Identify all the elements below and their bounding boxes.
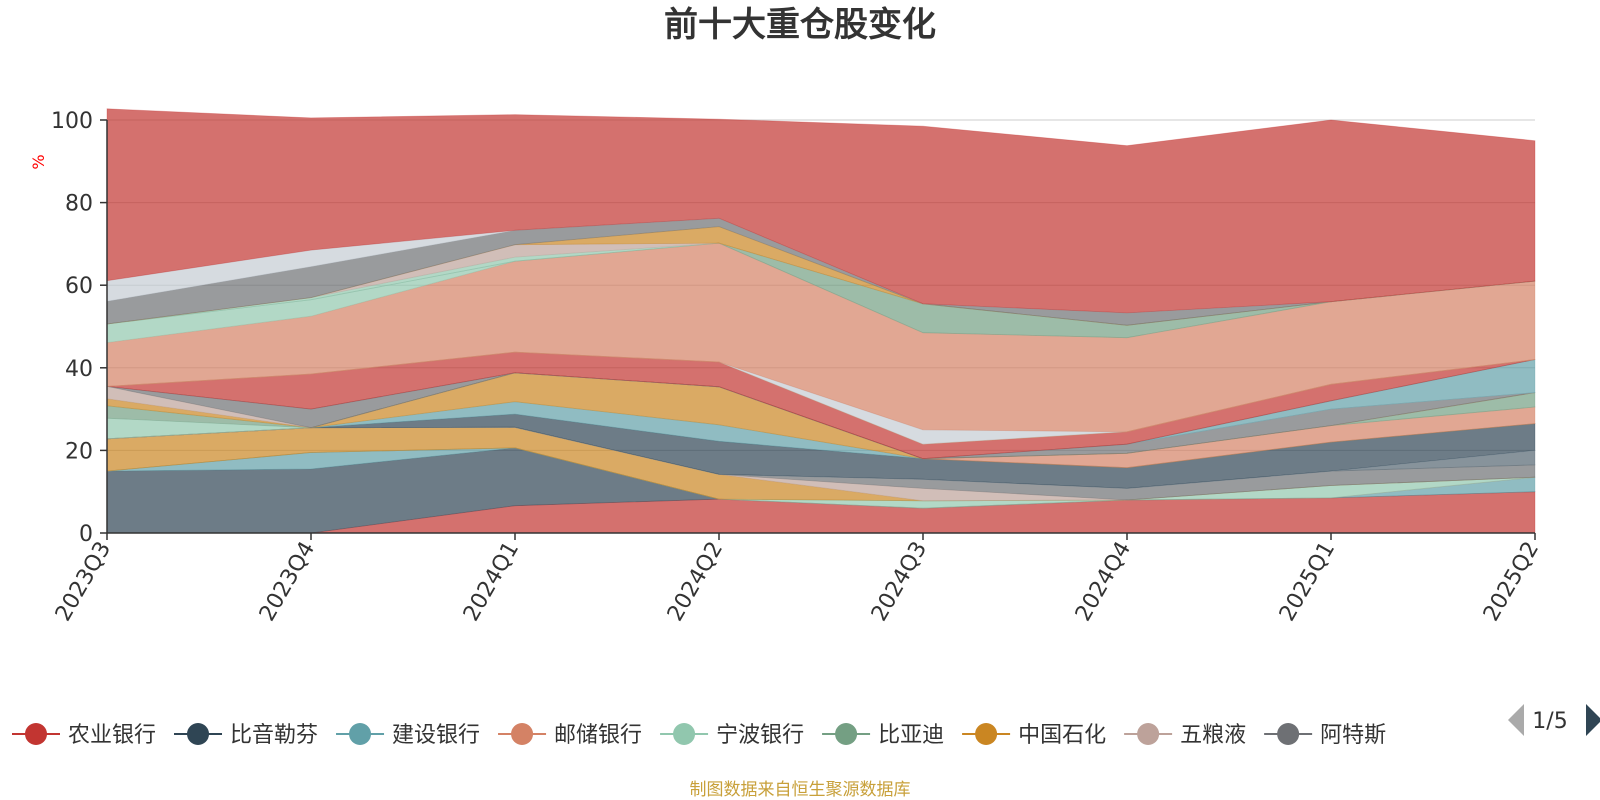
area-series-18[interactable]: 比亚迪B	[106, 372, 1536, 460]
legend-marker	[1277, 723, 1300, 745]
legend-label: 农业银行	[68, 723, 156, 748]
legend-marker	[25, 723, 47, 745]
legend-item[interactable]: 阿特斯	[1264, 723, 1386, 748]
x-tick-label: 2025Q1	[1275, 538, 1340, 626]
legend-pager: 1/5	[1508, 704, 1600, 736]
x-axis-ticks: 2023Q3 2023Q4 2024Q1 2024Q2 2024Q3 2024Q4 2025…	[51, 533, 1544, 626]
legend-item[interactable]: 比音勒芬	[174, 723, 318, 748]
area-series-9[interactable]: 阿特斯	[106, 426, 1536, 501]
legend-prev-page-icon[interactable]	[1508, 704, 1524, 736]
legend-label: 阿特斯	[1320, 723, 1386, 748]
area-series: 农业银行比音勒芬建设银行邮储银行宁波银行比亚迪中国石化五粮液阿特斯宁德时代工商银…	[106, 108, 1536, 534]
legend-item[interactable]: 比亚迪	[822, 723, 944, 748]
legend-label: 邮储银行	[554, 723, 642, 748]
legend-label: 比亚迪	[878, 723, 944, 748]
legend-item[interactable]: 宁波银行	[660, 723, 804, 748]
x-tick-label: 2025Q2	[1479, 538, 1544, 626]
legend-label: 比音勒芬	[230, 723, 318, 748]
legend-label: 建设银行	[392, 723, 480, 748]
chart-title: 前十大重仓股变化	[664, 5, 936, 45]
legend-label: 五粮液	[1180, 723, 1246, 748]
x-tick-label: 2023Q4	[255, 538, 320, 626]
legend-marker	[349, 723, 372, 745]
legend[interactable]: 农业银行 比音勒芬 建设银行 邮储银行 宁波银行 比亚迪 中国石化 五粮液 阿特斯	[12, 723, 1386, 748]
axes	[106, 120, 1535, 534]
data-source-note: 制图数据来自恒生聚源数据库	[690, 780, 911, 800]
x-tick-label: 2024Q4	[1071, 538, 1136, 626]
y-axis-ticks: 0 20 40 60 80 100	[51, 109, 107, 547]
area-series-36[interactable]: 农业银行C	[106, 108, 1536, 314]
legend-item[interactable]: 中国石化	[962, 723, 1106, 748]
legend-item[interactable]: 邮储银行	[498, 723, 642, 748]
y-tick-label: 60	[65, 274, 93, 299]
legend-marker	[835, 723, 858, 745]
x-tick-label: 2024Q2	[663, 538, 728, 626]
legend-marker	[511, 723, 534, 745]
legend-marker	[187, 723, 210, 745]
y-tick-label: 20	[65, 439, 93, 464]
legend-item[interactable]: 农业银行	[12, 723, 156, 748]
y-tick-label: 100	[51, 109, 93, 134]
y-axis-unit: %	[29, 154, 48, 169]
legend-label: 中国石化	[1018, 723, 1106, 748]
legend-marker	[1137, 723, 1160, 745]
x-tick-label: 2023Q3	[51, 538, 116, 626]
y-tick-label: 0	[79, 522, 93, 547]
x-tick-label: 2024Q1	[459, 538, 524, 626]
legend-page-indicator: 1/5	[1532, 709, 1567, 734]
y-tick-label: 40	[65, 357, 93, 382]
y-tick-label: 80	[65, 192, 93, 217]
legend-label: 宁波银行	[716, 723, 804, 748]
legend-item[interactable]: 五粮液	[1124, 723, 1246, 748]
legend-marker	[975, 723, 998, 745]
legend-marker	[673, 723, 696, 745]
legend-item[interactable]: 建设银行	[336, 723, 480, 748]
x-tick-label: 2024Q3	[867, 538, 932, 626]
area-series-10[interactable]: 宁德时代	[106, 426, 1536, 489]
legend-next-page-icon[interactable]	[1586, 704, 1600, 736]
area-series-13[interactable]: 比音勒芬B	[106, 413, 1536, 489]
